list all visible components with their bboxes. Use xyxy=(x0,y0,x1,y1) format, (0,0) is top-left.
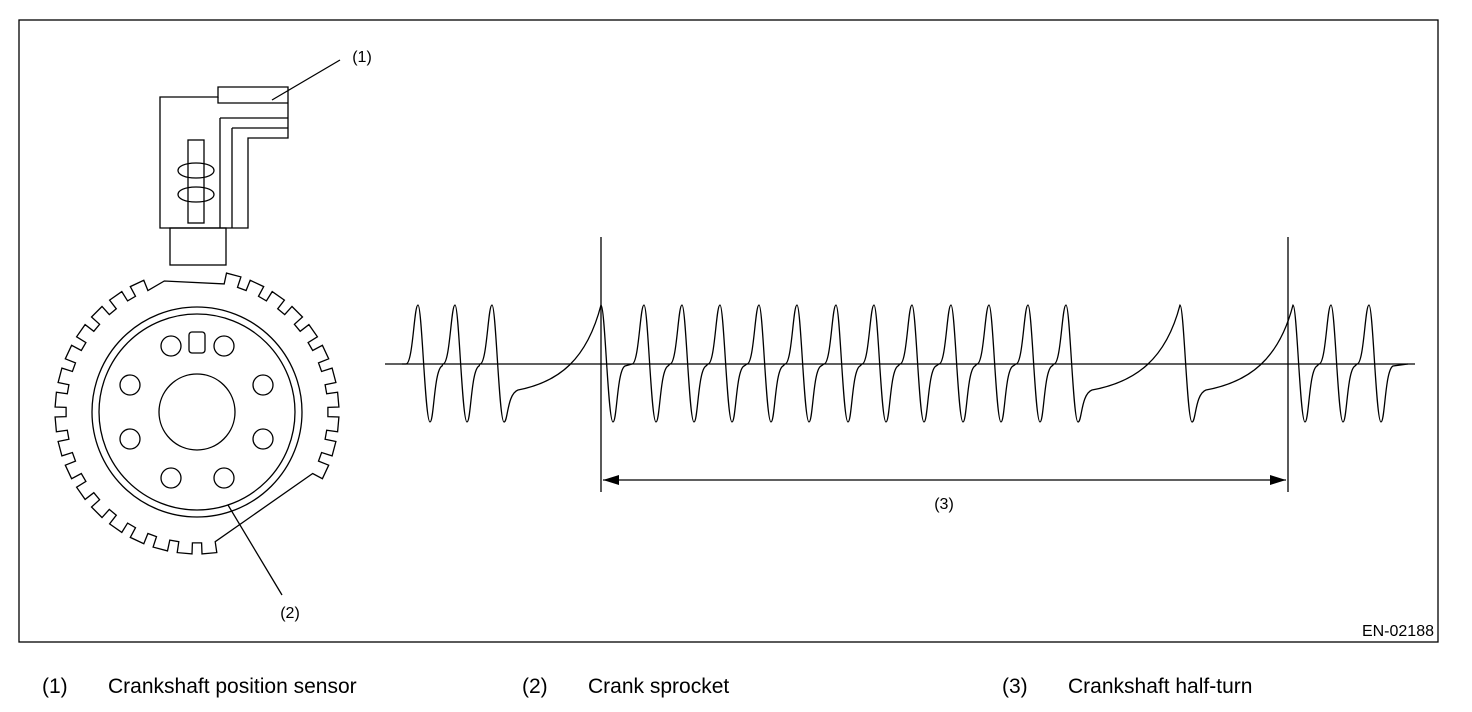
figure-id: EN-02188 xyxy=(1362,623,1434,640)
sprocket-teeth xyxy=(54,272,340,555)
legend-text: Crankshaft half-turn xyxy=(1068,675,1252,698)
callout: (2) xyxy=(280,605,300,622)
callout: (3) xyxy=(934,496,954,513)
legend: (1) Crankshaft position sensor (2) Crank… xyxy=(42,675,1252,698)
crank-sprocket xyxy=(54,272,340,555)
legend-number: (3) xyxy=(1002,675,1028,698)
callout: (1) xyxy=(352,49,372,66)
legend-text: Crank sprocket xyxy=(588,675,729,698)
leader-line xyxy=(227,504,283,596)
legend-number: (1) xyxy=(42,675,68,698)
crankshaft-sensor xyxy=(159,86,289,266)
legend-text: Crankshaft position sensor xyxy=(108,675,357,698)
sensor-waveform xyxy=(402,304,1409,423)
frame xyxy=(18,19,1439,643)
legend-number: (2) xyxy=(522,675,548,698)
leader-line xyxy=(271,59,341,101)
